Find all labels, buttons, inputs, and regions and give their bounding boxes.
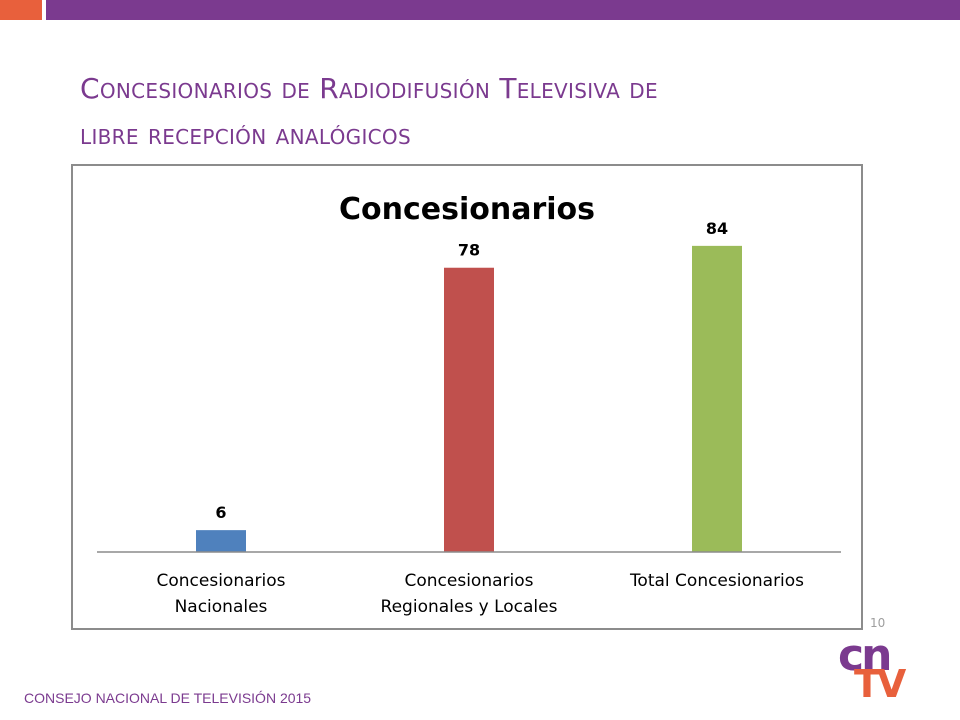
data-label-1: 6 xyxy=(215,503,226,522)
slide-title-line-2: libre recepción analógicos xyxy=(80,118,411,151)
footer-organization: CONSEJO NACIONAL DE TELEVISIÓN 2015 xyxy=(24,690,312,706)
category-label-2-line-2: Regionales y Locales xyxy=(381,597,558,617)
bars-layer xyxy=(196,245,742,552)
slide-title: Concesionarios de Radiodifusión Televisi… xyxy=(80,66,880,158)
header-accent-purple xyxy=(46,0,960,20)
data-label-2: 78 xyxy=(458,241,480,260)
slide-title-line-1: Concesionarios de Radiodifusión Televisi… xyxy=(80,72,658,105)
chart-frame: Concesionarios 6 Concesionarios Nacionales… xyxy=(71,164,863,630)
bar-1 xyxy=(196,530,246,552)
bar-chart: Concesionarios 6 Concesionarios Nacionales… xyxy=(97,192,841,617)
category-label-3-line-1: Total Concesionarios xyxy=(629,571,804,591)
logo-text-tv: TV xyxy=(854,662,906,706)
bar-3 xyxy=(692,245,742,552)
category-label-2-line-1: Concesionarios xyxy=(405,571,534,591)
bar-2 xyxy=(444,267,494,552)
labels-layer: 6 Concesionarios Nacionales 78 Concesionario… xyxy=(157,219,805,617)
data-label-3: 84 xyxy=(706,219,728,238)
category-label-1-line-2: Nacionales xyxy=(175,597,268,617)
page-number: 10 xyxy=(870,616,886,630)
cntv-logo: cn TV xyxy=(838,630,908,706)
chart-title: Concesionarios xyxy=(339,192,595,227)
category-label-1-line-1: Concesionarios xyxy=(157,571,286,591)
header-accent-orange xyxy=(0,0,42,20)
logo-text-cn: cn xyxy=(838,630,892,681)
